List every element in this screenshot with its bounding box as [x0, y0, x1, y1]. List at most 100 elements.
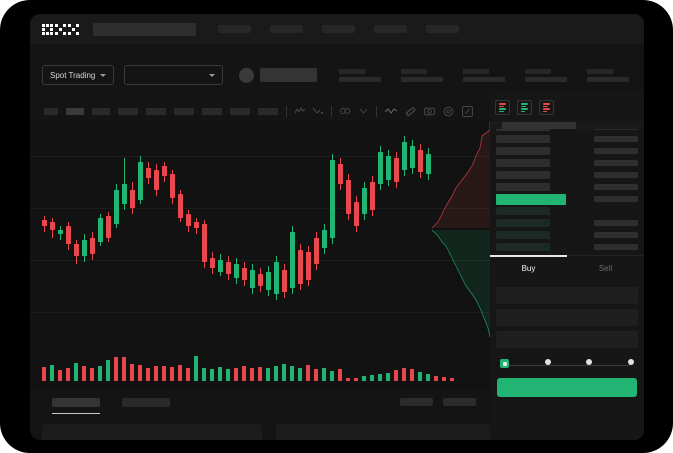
orderbook-header-row — [490, 121, 644, 129]
gridline — [30, 208, 490, 209]
orderbook-amount-cell — [594, 220, 638, 226]
orders-panel-right — [275, 424, 490, 440]
stat-low-24h — [463, 68, 506, 82]
volume-bar — [258, 367, 262, 381]
orders-tab-actions — [400, 398, 476, 406]
timeframe-button-5m[interactable] — [66, 107, 84, 115]
orderbook-bids-icon[interactable] — [517, 100, 532, 115]
timeframe-button-1m[interactable] — [44, 107, 58, 115]
market-type-label: Spot Trading — [50, 70, 96, 80]
volume-bar — [130, 364, 134, 381]
timeframe-button-15m[interactable] — [92, 107, 110, 115]
volume-histogram[interactable] — [30, 337, 490, 389]
orderbook-amount-cell — [594, 196, 638, 202]
search-input[interactable] — [93, 22, 196, 36]
table-row[interactable] — [496, 159, 638, 167]
amount-input[interactable] — [496, 331, 638, 348]
orderbook-asks-icon[interactable] — [539, 100, 554, 115]
table-row[interactable] — [496, 219, 638, 227]
volume-bar — [90, 368, 94, 381]
table-row[interactable] — [496, 171, 638, 179]
nav-item-markets[interactable] — [218, 25, 251, 33]
table-row[interactable] — [496, 183, 638, 191]
slider-step-75[interactable] — [627, 359, 634, 365]
volume-bar — [394, 370, 398, 381]
ruler-icon[interactable] — [405, 106, 416, 117]
orderbook-both-icon[interactable] — [495, 100, 510, 115]
volume-bar — [274, 366, 278, 381]
compare-icon[interactable] — [340, 107, 351, 115]
camera-icon[interactable] — [424, 106, 435, 116]
amount-percent-slider[interactable] — [490, 353, 644, 368]
volume-bar — [442, 377, 446, 381]
volume-bar — [386, 373, 390, 381]
tab-order-history[interactable] — [122, 398, 170, 407]
tab-open-orders[interactable] — [52, 398, 100, 414]
volume-bar — [106, 360, 110, 381]
trend-line-icon[interactable] — [313, 107, 323, 115]
order-type-input[interactable] — [496, 287, 638, 304]
orderbook-last-price-row[interactable] — [496, 193, 638, 205]
nav-item-derivatives[interactable] — [322, 25, 355, 33]
line-chart-icon[interactable] — [385, 107, 397, 115]
timeframe-button-4h[interactable] — [146, 107, 166, 115]
slider-handle[interactable] — [500, 359, 509, 368]
timeframe-button-1d[interactable] — [174, 107, 194, 115]
timeframe-button-1h[interactable] — [118, 107, 138, 115]
slider-step-50[interactable] — [586, 359, 593, 365]
market-subbar: Spot Trading — [30, 58, 644, 92]
nav-item-earn[interactable] — [374, 25, 407, 33]
timeframe-button-1w[interactable] — [202, 107, 222, 115]
orderbook-rows[interactable] — [490, 121, 644, 251]
orderbook-amount-cell — [594, 136, 638, 142]
price-input[interactable] — [496, 309, 638, 326]
table-row[interactable] — [496, 147, 638, 155]
indicator-icon[interactable] — [295, 107, 305, 115]
tab-sell[interactable]: Sell — [598, 264, 613, 273]
fullscreen-icon[interactable] — [462, 105, 473, 117]
orderbook-amount-cell — [594, 172, 638, 178]
order-form — [490, 281, 644, 348]
volume-bar — [50, 365, 54, 381]
table-row[interactable] — [496, 207, 638, 215]
orders-filter-button[interactable] — [443, 398, 476, 406]
trading-pair-dropdown[interactable] — [124, 65, 224, 85]
volume-bar — [450, 378, 454, 381]
volume-bar — [402, 368, 406, 381]
orderbook-view-modes — [490, 92, 644, 121]
candlestick-chart[interactable] — [30, 122, 490, 337]
volume-bar — [226, 369, 230, 381]
orderbook-price-cell — [496, 135, 550, 143]
cancel-all-button[interactable] — [400, 398, 433, 406]
orderbook-amount-cell — [594, 244, 638, 250]
orderbook-price-cell — [496, 243, 550, 251]
submit-buy-button[interactable] — [497, 378, 637, 397]
volume-bar — [298, 368, 302, 381]
orderbook-price-cell — [496, 207, 550, 215]
slider-step-25[interactable] — [544, 359, 551, 365]
table-row[interactable] — [496, 231, 638, 239]
settings-icon[interactable] — [443, 106, 454, 117]
market-stats — [339, 68, 630, 82]
volume-bar — [202, 368, 206, 381]
orderbook-price-cell — [496, 193, 566, 205]
orders-tab-bar — [30, 392, 490, 416]
chevron-down-icon[interactable] — [359, 107, 368, 115]
volume-bar — [58, 370, 62, 381]
market-type-dropdown[interactable]: Spot Trading — [42, 65, 115, 85]
volume-bar — [306, 365, 310, 381]
timeframe-button-more[interactable] — [258, 107, 278, 115]
okx-logo[interactable] — [42, 23, 79, 35]
nav-item-more[interactable] — [426, 25, 459, 33]
volume-bar — [354, 378, 358, 381]
table-row[interactable] — [496, 243, 638, 251]
market-depth-overlay — [432, 122, 490, 337]
nav-item-trade[interactable] — [270, 25, 303, 33]
volume-bar — [322, 368, 326, 381]
timeframe-button-1mo[interactable] — [230, 107, 250, 115]
tab-buy[interactable]: Buy — [490, 255, 567, 281]
volume-bar — [282, 364, 286, 381]
coin-avatar — [239, 67, 255, 83]
orderbook-price-cell — [496, 183, 550, 191]
table-row[interactable] — [496, 135, 638, 143]
